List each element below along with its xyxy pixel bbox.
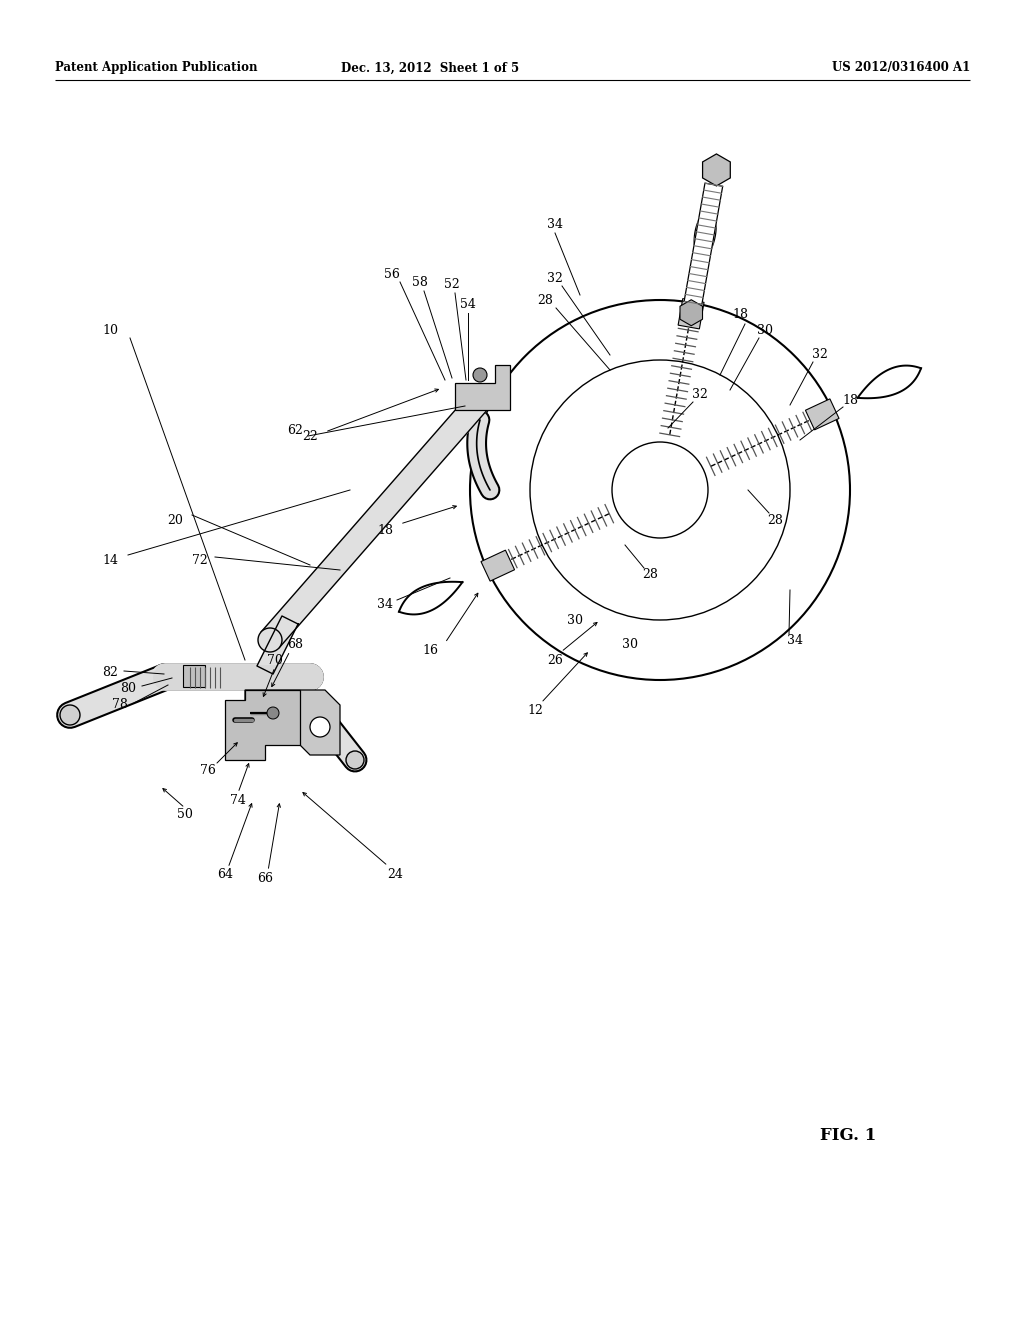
Circle shape: [258, 628, 282, 652]
Circle shape: [60, 705, 80, 725]
Text: 28: 28: [642, 569, 658, 582]
Text: 18: 18: [377, 524, 393, 536]
Text: 18: 18: [732, 309, 748, 322]
Text: 70: 70: [267, 653, 283, 667]
Text: 64: 64: [217, 869, 233, 882]
Text: 18: 18: [842, 393, 858, 407]
Text: 34: 34: [787, 634, 803, 647]
Text: 30: 30: [567, 614, 583, 627]
Text: 28: 28: [767, 513, 783, 527]
Text: Dec. 13, 2012  Sheet 1 of 5: Dec. 13, 2012 Sheet 1 of 5: [341, 62, 519, 74]
Text: 74: 74: [230, 793, 246, 807]
Polygon shape: [806, 399, 839, 430]
Text: 24: 24: [387, 869, 402, 882]
Text: 54: 54: [460, 298, 476, 312]
Text: 80: 80: [120, 681, 136, 694]
Text: 78: 78: [112, 698, 128, 711]
Text: 68: 68: [287, 639, 303, 652]
Circle shape: [473, 368, 487, 381]
Polygon shape: [257, 616, 298, 675]
Text: 14: 14: [102, 553, 118, 566]
Circle shape: [310, 717, 330, 737]
Text: 28: 28: [537, 293, 553, 306]
Polygon shape: [455, 366, 510, 411]
Text: Patent Application Publication: Patent Application Publication: [55, 62, 257, 74]
Text: 32: 32: [812, 348, 828, 362]
Bar: [183, 665, 205, 686]
Circle shape: [346, 751, 364, 770]
Polygon shape: [702, 154, 730, 186]
Circle shape: [267, 708, 279, 719]
Text: 76: 76: [200, 763, 216, 776]
Text: 10: 10: [102, 323, 118, 337]
Text: 32: 32: [692, 388, 708, 401]
Text: FIG. 1: FIG. 1: [820, 1126, 877, 1143]
Text: 20: 20: [167, 513, 183, 527]
Text: 66: 66: [257, 871, 273, 884]
Text: 62: 62: [287, 424, 303, 437]
Text: 56: 56: [384, 268, 400, 281]
Text: 52: 52: [444, 279, 460, 292]
Text: 72: 72: [193, 553, 208, 566]
Text: 82: 82: [102, 665, 118, 678]
Text: 12: 12: [527, 704, 543, 717]
Text: 34: 34: [377, 598, 393, 611]
Polygon shape: [245, 690, 340, 755]
Text: 32: 32: [547, 272, 563, 285]
Text: 30: 30: [622, 639, 638, 652]
Polygon shape: [684, 183, 723, 305]
Text: 30: 30: [757, 323, 773, 337]
Polygon shape: [481, 550, 515, 581]
Text: 58: 58: [412, 276, 428, 289]
Text: 50: 50: [177, 808, 193, 821]
Polygon shape: [225, 690, 300, 760]
Text: US 2012/0316400 A1: US 2012/0316400 A1: [831, 62, 970, 74]
Text: 34: 34: [547, 219, 563, 231]
Text: 16: 16: [422, 644, 438, 656]
Text: 22: 22: [302, 430, 317, 444]
Polygon shape: [678, 298, 705, 329]
Polygon shape: [680, 300, 702, 326]
Text: 26: 26: [547, 653, 563, 667]
Polygon shape: [261, 392, 489, 648]
